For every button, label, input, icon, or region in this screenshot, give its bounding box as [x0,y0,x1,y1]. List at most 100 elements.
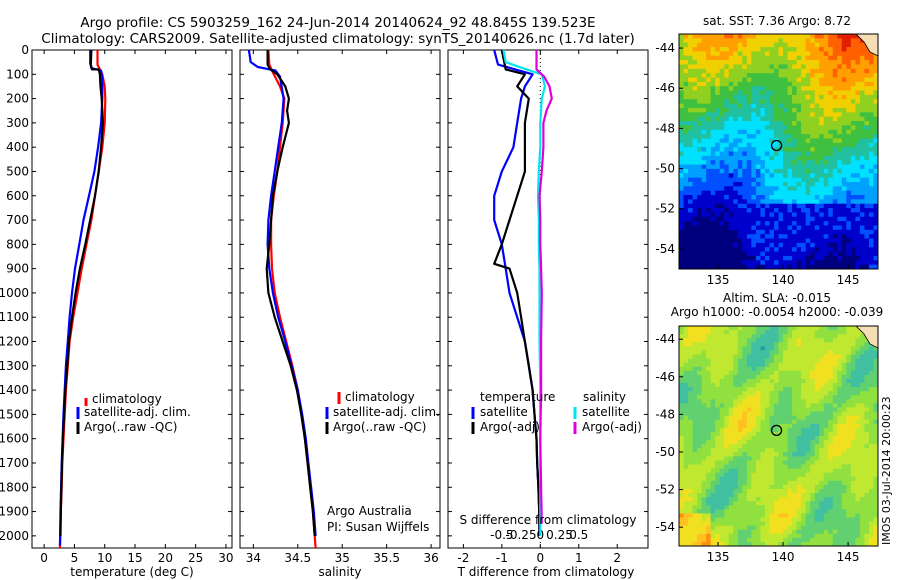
sla-map-cell [706,525,712,531]
sla-map-cell [832,440,838,445]
sst-map-cell [760,64,766,70]
sla-map-cell [778,362,784,368]
sst-map-cell [710,90,716,96]
sla-map-cell [846,509,852,514]
sst-map-cell [837,64,843,70]
sla-map-cell [819,354,825,359]
sst-map-cell [701,155,707,161]
sla-map-cell [841,493,847,498]
sst-map-cell [760,103,766,109]
sst-map-panel: sat. SST: 7.36 Argo: 8.72 135 140 145-44-4… [655,14,879,287]
sst-map-cell [683,112,689,118]
sla-map-cell [746,505,752,510]
sla-map-cell [683,440,689,445]
sla-map-cell [846,346,852,351]
sst-map-cell [796,112,802,118]
sla-map-cell [828,387,834,392]
sst-map-cell [697,121,703,126]
sst-map-cell [746,212,752,218]
sla-map-cell [801,501,807,506]
sla-map-cell [688,423,693,429]
sla-map-cell [859,403,865,408]
sst-map-cell [728,81,734,87]
sst-map-cell [792,260,797,266]
sst-map-cell [778,47,784,52]
sla-map-cell [710,537,716,543]
sla-map-cell [697,387,703,392]
sst-map-cell [841,190,847,196]
sst-map-cell [850,129,856,135]
sla-map-cell [710,342,716,347]
sla-map-cell [783,501,788,506]
sla-map-cell [810,415,816,421]
sst-map-cell [868,147,874,152]
sst-map-cell [701,64,707,70]
sst-map-cell [760,125,766,131]
sst-map-cell [728,129,734,135]
sst-map-cell [710,255,716,261]
sla-map-cell [728,505,734,510]
sla-map-cell [742,440,748,445]
sst-map-cell [737,238,743,244]
sla-map-cell [719,497,725,502]
sst-map-cell [751,238,757,244]
sst-map-cell [742,34,748,39]
sst-map-cell [796,147,802,152]
sst-map-cell [846,94,852,100]
sla-map-cell [737,334,743,339]
sst-map-cell [769,203,775,209]
sla-map-cell [873,480,879,486]
sla-map-cell [846,342,852,347]
sla-map-cell [828,513,834,518]
sla-map-cell [737,480,743,486]
sst-map-cell [864,195,870,200]
sst-map-cell [846,160,852,165]
sst-map-cell [751,164,757,170]
sst-map-cell [742,155,748,161]
sla-map-cell [819,468,825,474]
sst-map-cell [733,125,739,131]
sst-map-cell [746,34,752,39]
sla-map-cell [728,326,734,331]
sst-map-cell [873,255,879,261]
sst-map-cell [805,77,811,83]
sst-map-cell [733,238,739,244]
sst-map-y-tick-label: -48 [655,121,675,135]
sla-map-cell [706,374,712,380]
sla-map-cell [719,505,725,510]
sst-map-cell [724,55,730,61]
sst-map-cell [742,73,748,78]
sst-map-cell [868,129,874,135]
sst-map-cell [760,234,766,239]
sst-map-cell [755,129,761,135]
sla-map-cell [792,509,797,514]
sla-map-cell [814,484,820,490]
sla-map-cell [710,427,716,433]
sla-map-cell [755,330,761,335]
sla-map-cell [742,521,748,527]
sst-map-cell [792,107,797,113]
sla-map-cell [783,383,788,388]
sst-map-cell [751,64,757,70]
sla-map-cell [697,541,703,547]
sst-map-cell [728,107,734,113]
sla-map-cell [859,464,865,469]
sla-map-cell [751,346,757,351]
sla-map-cell [773,513,779,518]
sla-map-cell [760,378,766,384]
sst-map-cell [828,186,834,192]
sst-map-cell [755,177,761,183]
sla-map-cell [841,407,847,412]
sla-map-cell [697,472,703,478]
sst-map-cell [706,247,712,252]
sla-map-cell [787,395,793,400]
salinity-difference-series-3 [535,50,553,524]
sst-map-cell [859,68,865,74]
sst-map-cell [814,203,820,209]
sla-map-cell [737,374,743,380]
sla-map-cell [679,541,684,547]
sla-map-cell [688,403,693,408]
sst-map-cell [760,255,766,261]
sst-map-cell [823,203,829,209]
difference-plot-area: -2 -1 0 1 2-0.5-0.25 0 0.250.5 [448,49,648,565]
